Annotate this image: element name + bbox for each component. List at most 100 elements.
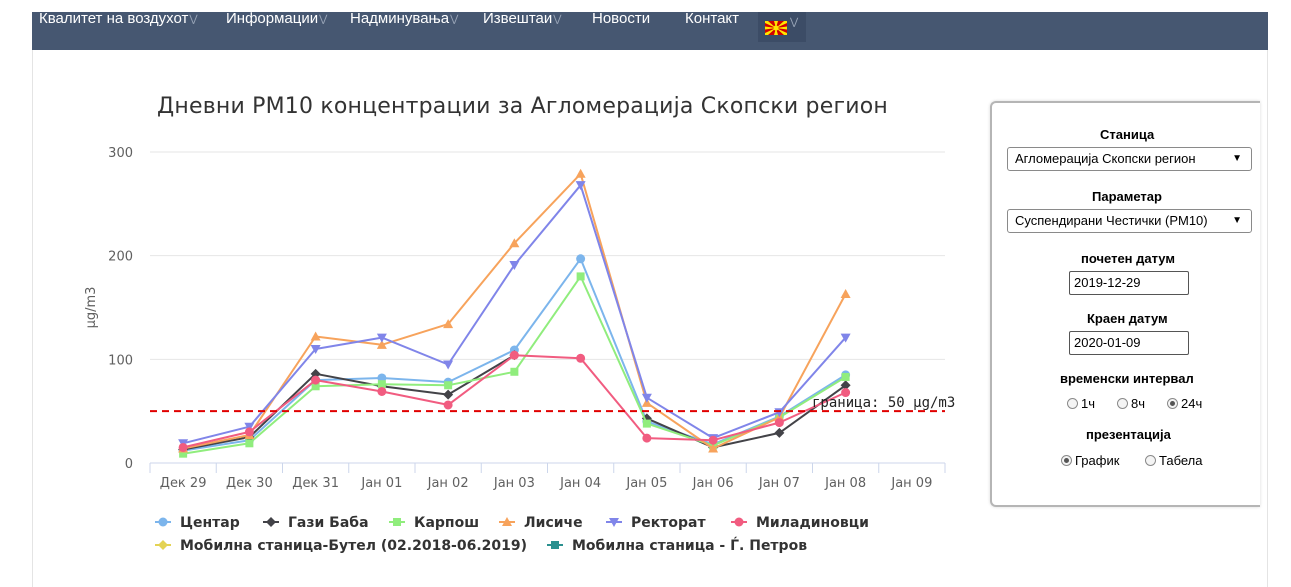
station-label: Станица	[1100, 127, 1155, 142]
data-point	[376, 333, 387, 343]
chevron-down-icon: ⋁	[319, 14, 328, 25]
interval-radio-24h[interactable]: 24ч	[1167, 396, 1202, 411]
radio-selected-icon	[1167, 398, 1178, 409]
legend-item[interactable]: Карпош	[389, 515, 479, 531]
nav-label: Контакт	[685, 10, 740, 27]
radio-label: График	[1075, 453, 1120, 468]
interval-label: временски интервал	[1060, 371, 1194, 386]
data-point	[178, 442, 188, 452]
legend-marker	[502, 517, 512, 526]
data-point	[509, 260, 520, 270]
data-point	[642, 433, 652, 443]
legend-item[interactable]: Миладиновци	[731, 515, 869, 531]
chevron-down-icon: ⋁	[189, 14, 198, 25]
legend-marker	[158, 540, 168, 550]
chart-title: Дневни PM10 концентрации за Агломерација…	[157, 94, 888, 119]
data-point	[443, 400, 453, 410]
data-point	[377, 386, 387, 396]
data-point	[310, 331, 321, 341]
parameter-label: Параметар	[1092, 189, 1162, 204]
legend-item[interactable]: Мобилна станица - Ѓ. Петров	[547, 536, 807, 554]
data-point	[642, 419, 651, 428]
macedonia-flag-icon[interactable]	[765, 21, 787, 35]
chevron-down-icon: ⋁	[450, 14, 459, 25]
series-line	[182, 354, 847, 451]
presentation-radio-table[interactable]: Табела	[1145, 453, 1203, 468]
y-tick-label: 300	[108, 146, 133, 161]
legend-item[interactable]: Центар	[155, 515, 240, 531]
nav-label: Квалитет на воздухот	[39, 10, 189, 27]
radio-label: 1ч	[1081, 396, 1096, 411]
presentation-radio-chart[interactable]: График	[1061, 453, 1119, 468]
nav-label: Информации	[226, 10, 319, 27]
radio-icon	[1067, 398, 1078, 409]
data-point	[576, 272, 585, 281]
legend-marker	[734, 517, 744, 527]
x-tick-label: Јан 09	[890, 476, 932, 491]
start-date-label: почетен датум	[1081, 251, 1175, 266]
data-point	[443, 389, 454, 400]
x-tick-label: Јан 01	[360, 476, 402, 491]
legend-label: Лисиче	[524, 515, 583, 531]
data-point	[840, 289, 851, 299]
x-tick-label: Јан 05	[625, 476, 667, 491]
legend-marker	[266, 517, 276, 527]
nav-label: Извештаи	[483, 10, 553, 27]
data-point	[377, 380, 386, 389]
data-point	[310, 344, 321, 354]
data-point	[244, 422, 255, 432]
legend-marker	[609, 518, 619, 527]
nav-label: Надминувања	[350, 10, 450, 27]
data-point	[509, 350, 519, 360]
data-point	[244, 427, 254, 437]
legend-label: Мобилна станица - Ѓ. Петров	[572, 536, 807, 554]
legend-item[interactable]: Гази Баба	[263, 515, 369, 531]
data-point	[311, 382, 320, 391]
end-date-input[interactable]: 2020-01-09	[1069, 331, 1189, 355]
nav-item-contact[interactable]: Контакт	[685, 0, 739, 38]
interval-radio-1h[interactable]: 1ч	[1067, 396, 1095, 411]
data-point	[641, 393, 652, 403]
x-tick-label: Јан 04	[559, 476, 601, 491]
y-tick-label: 100	[108, 353, 133, 368]
data-point	[376, 339, 387, 349]
nav-item-exceedances[interactable]: Надминувања⋁	[350, 0, 458, 38]
series-line	[182, 172, 847, 450]
x-tick-label: Дек 30	[226, 476, 273, 491]
parameter-select-value: Суспендирани Честички (PM10)	[1015, 213, 1208, 228]
station-select[interactable]: Агломерација Скопски регион ▼	[1007, 147, 1252, 171]
nav-item-news[interactable]: Новости	[592, 0, 650, 38]
radio-icon	[1117, 398, 1128, 409]
x-tick-label: Јан 07	[758, 476, 800, 491]
end-date-label: Краен датум	[1087, 311, 1168, 326]
parameter-select[interactable]: Суспендирани Честички (PM10) ▼	[1007, 209, 1252, 233]
legend-label: Центар	[180, 515, 240, 531]
data-point	[708, 435, 718, 445]
data-point	[774, 418, 784, 428]
nav-item-air-quality[interactable]: Квалитет на воздухот⋁	[39, 0, 198, 38]
data-point	[311, 375, 321, 385]
interval-radio-8h[interactable]: 8ч	[1117, 396, 1145, 411]
legend-label: Миладиновци	[756, 515, 869, 531]
radio-label: Табела	[1159, 453, 1203, 468]
legend-item[interactable]: Ректорат	[606, 515, 706, 531]
legend-label: Мобилна станица-Бутел (02.2018-06.2019)	[180, 538, 527, 554]
y-tick-label: 200	[108, 250, 133, 265]
data-point	[443, 360, 454, 370]
legend-item[interactable]: Мобилна станица-Бутел (02.2018-06.2019)	[155, 538, 527, 554]
nav-item-reports[interactable]: Извештаи⋁	[483, 0, 561, 38]
data-point	[179, 449, 188, 458]
nav-item-information[interactable]: Информации⋁	[226, 0, 327, 38]
presentation-label: презентација	[1086, 427, 1171, 442]
data-point	[509, 238, 520, 248]
legend-item[interactable]: Лисиче	[499, 515, 583, 531]
start-date-input[interactable]: 2019-12-29	[1069, 271, 1189, 295]
data-point	[443, 319, 454, 329]
data-point	[576, 254, 586, 264]
dropdown-arrow-icon: ▼	[1232, 153, 1242, 164]
nav-label: Новости	[592, 10, 651, 27]
legend-marker	[158, 517, 168, 527]
data-point	[841, 372, 850, 381]
x-tick-label: Јан 08	[824, 476, 866, 491]
